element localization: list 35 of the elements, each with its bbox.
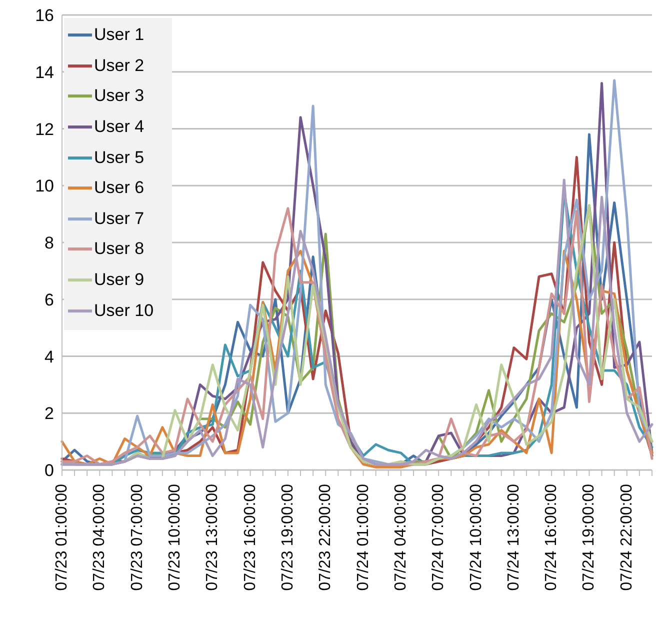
legend-label: User 8 <box>94 239 144 260</box>
x-tick-label: 07/24 22:00:00 <box>618 484 636 591</box>
legend-label: User 9 <box>94 270 144 290</box>
legend-label: User 1 <box>94 25 144 46</box>
legend-label: User 3 <box>94 86 144 106</box>
y-tick-label: 0 <box>44 461 54 480</box>
y-tick-label: 4 <box>44 347 54 366</box>
x-tick-label: 07/24 19:00:00 <box>580 484 598 591</box>
x-tick-label: 07/24 13:00:00 <box>505 484 522 591</box>
x-tick-label: 07/24 10:00:00 <box>468 484 485 591</box>
y-tick-label: 2 <box>44 404 54 424</box>
x-tick-label: 07/23 10:00:00 <box>166 484 184 591</box>
legend-label: User 10 <box>94 300 154 321</box>
y-tick-label: 16 <box>35 6 54 26</box>
legend-label: User 4 <box>94 117 144 138</box>
y-tick-label: 10 <box>35 176 54 196</box>
y-tick-label: 6 <box>44 290 54 310</box>
legend-label: User 5 <box>94 148 144 168</box>
y-tick-label: 14 <box>35 62 54 82</box>
x-tick-label: 07/23 07:00:00 <box>128 484 146 591</box>
x-tick-label: 07/24 07:00:00 <box>430 484 448 591</box>
x-tick-label: 07/23 22:00:00 <box>317 484 334 591</box>
x-tick-label: 07/24 04:00:00 <box>392 484 410 591</box>
x-tick-label: 07/23 16:00:00 <box>242 484 259 591</box>
x-tick-label: 07/24 01:00:00 <box>354 484 372 591</box>
legend-label: User 7 <box>94 208 144 229</box>
x-tick-label: 07/23 19:00:00 <box>279 484 296 591</box>
x-tick-label: 07/23 01:00:00 <box>54 484 70 591</box>
legend-label: User 6 <box>94 178 144 198</box>
x-tick-label: 07/23 04:00:00 <box>91 484 108 591</box>
x-tick-label: 07/24 16:00:00 <box>543 484 560 591</box>
y-tick-label: 12 <box>35 120 54 139</box>
legend-label: User 2 <box>94 56 144 76</box>
y-tick-label: 8 <box>44 234 54 253</box>
x-tick-label: 07/23 13:00:00 <box>204 484 222 591</box>
